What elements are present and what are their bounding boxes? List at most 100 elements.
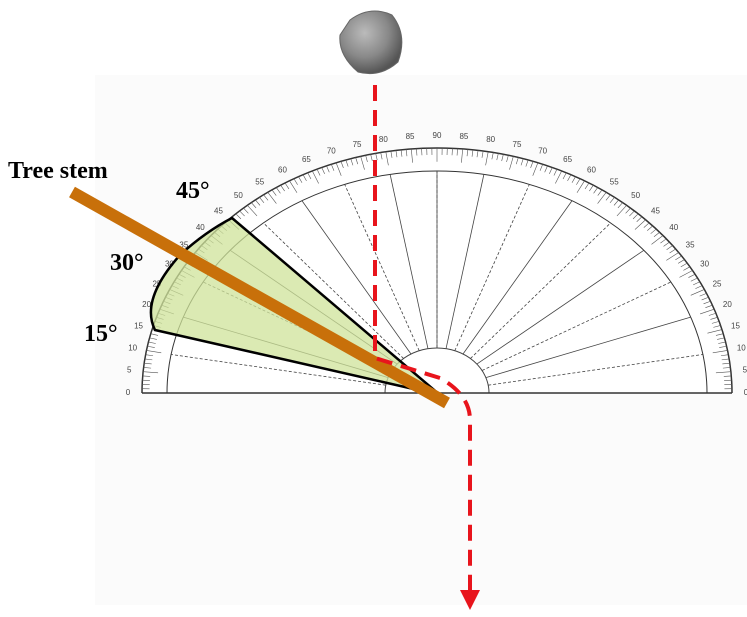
scale-tick <box>149 337 157 340</box>
scale-tick <box>597 189 603 196</box>
scale-tick <box>239 210 245 217</box>
scale-tick <box>293 178 298 185</box>
scale-tick <box>316 169 321 176</box>
scale-tick <box>416 148 418 156</box>
scale-label: 40 <box>196 223 205 232</box>
scale-label: 30 <box>700 260 709 269</box>
scale-tick <box>660 238 667 244</box>
scale-tick <box>544 165 548 173</box>
scale-tick <box>243 207 249 214</box>
scale-tick <box>695 285 703 289</box>
scale-tick <box>690 289 705 296</box>
scale-label: 10 <box>128 343 137 352</box>
scale-tick <box>567 174 572 181</box>
scale-tick <box>636 216 643 222</box>
scale-label: 65 <box>302 155 311 164</box>
scale-label: 80 <box>379 135 388 144</box>
scale-tick <box>375 153 378 161</box>
scale-tick <box>247 205 258 217</box>
scale-tick <box>312 170 319 184</box>
scale-label: 25 <box>152 279 161 288</box>
scale-label: 55 <box>255 178 264 187</box>
scale-tick <box>144 362 152 365</box>
scale-tick <box>643 222 650 228</box>
scale-tick <box>711 321 720 324</box>
scale-tick <box>471 149 474 157</box>
scale-tick <box>707 329 723 334</box>
scale-tick <box>530 161 534 168</box>
scale-label: 70 <box>538 147 547 156</box>
scale-tick <box>722 367 731 369</box>
scale-tick <box>703 300 711 305</box>
scale-tick <box>669 248 676 254</box>
scale-tick <box>143 371 159 374</box>
scale-tick <box>690 277 698 282</box>
scale-label: 20 <box>723 300 732 309</box>
scale-tick <box>666 252 679 261</box>
scale-label: 10 <box>737 343 746 352</box>
scale-tick <box>663 241 670 247</box>
scale-tick <box>584 182 590 190</box>
scale-tick <box>532 162 539 176</box>
angle-label: 30° <box>110 250 144 276</box>
radial-line <box>476 249 645 365</box>
radial-line <box>344 184 420 351</box>
scale-label: 85 <box>406 132 415 141</box>
scale-tick <box>589 185 594 192</box>
scale-tick <box>148 341 156 344</box>
scale-tick <box>651 235 664 245</box>
scale-tick <box>721 358 730 361</box>
scale-tick <box>481 150 484 158</box>
scale-tick <box>302 174 307 181</box>
scale-tick <box>549 167 553 174</box>
scale-tick <box>632 213 639 220</box>
scale-label: 70 <box>327 147 336 156</box>
scale-label: 75 <box>353 140 362 149</box>
scale-label: 35 <box>179 241 188 250</box>
scale-tick <box>605 194 611 201</box>
radial-line <box>485 316 691 378</box>
radial-line <box>263 222 404 359</box>
scale-label: 80 <box>486 135 495 144</box>
scale-label: 85 <box>459 132 468 141</box>
scale-tick <box>280 185 285 192</box>
scale-label: 25 <box>713 279 722 288</box>
scale-tick <box>634 219 646 230</box>
scale-tick <box>143 367 152 369</box>
scale-tick <box>476 150 479 158</box>
scale-tick <box>145 354 154 357</box>
angle-label: 15° <box>84 321 118 347</box>
radial-line <box>454 184 530 351</box>
scale-tick <box>144 358 153 361</box>
scale-label: 40 <box>669 223 678 232</box>
scale-tick <box>679 270 693 278</box>
scale-tick <box>705 304 713 308</box>
scale-tick <box>150 333 159 336</box>
scale-tick <box>717 337 725 340</box>
scale-tick <box>710 317 718 320</box>
scale-tick <box>609 197 615 204</box>
scale-tick <box>501 154 504 162</box>
scale-label: 5 <box>127 366 132 375</box>
scale-label: 65 <box>563 155 572 164</box>
scale-tick <box>708 312 717 316</box>
scale-tick <box>395 150 398 158</box>
scale-tick <box>617 202 623 209</box>
angle-label: 45° <box>176 178 210 204</box>
radial-line <box>301 200 412 355</box>
scale-tick <box>255 199 261 206</box>
scale-tick <box>496 153 499 161</box>
scale-tick <box>456 148 458 156</box>
scale-tick <box>410 148 413 163</box>
scale-tick <box>466 149 469 157</box>
scale-tick <box>251 202 257 209</box>
scale-tick <box>693 281 700 286</box>
scale-tick <box>722 362 730 365</box>
scale-tick <box>553 169 558 176</box>
scale-tick <box>562 172 567 180</box>
scale-tick <box>625 207 631 214</box>
scale-label: 50 <box>631 191 640 200</box>
scale-tick <box>360 156 365 170</box>
scale-label: 75 <box>513 140 522 149</box>
scale-label: 0 <box>126 388 131 397</box>
